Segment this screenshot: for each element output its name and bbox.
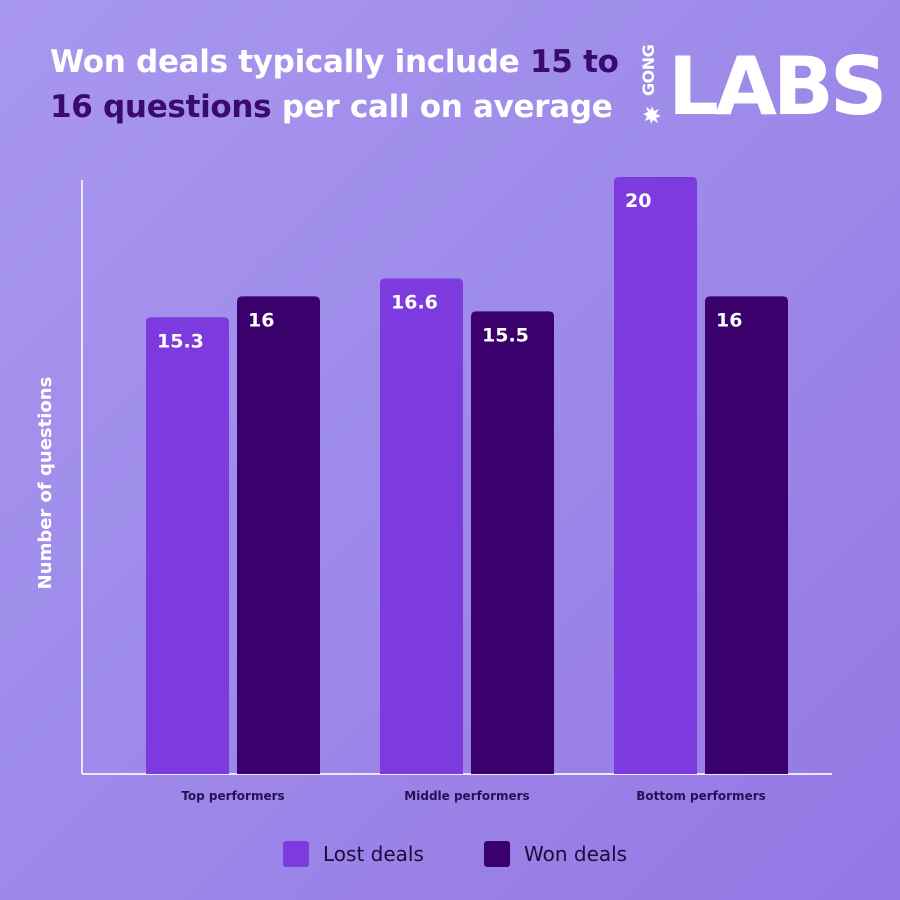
category-label-0: Top performers [181, 789, 284, 803]
gong-labs-logo: GONG LABS [639, 44, 887, 130]
logo-l: L [668, 40, 719, 133]
bars-group: 15.3 16 16.6 15.5 20 16 [146, 177, 788, 774]
data-label-won-2: 16 [716, 309, 742, 331]
burst-icon [643, 106, 661, 124]
legend-label-lost: Lost deals [323, 842, 424, 866]
bar-won-1 [471, 311, 554, 774]
bar-lost-1 [380, 278, 463, 774]
data-label-lost-1: 16.6 [391, 291, 438, 313]
bar-won-0 [237, 296, 320, 774]
title-part-2: per call on average [271, 89, 613, 125]
logo-a: A [714, 40, 777, 133]
legend-item-lost: Lost deals [283, 838, 424, 870]
legend-item-won: Won deals [484, 838, 627, 870]
legend: Lost deals Won deals [0, 838, 900, 870]
legend-swatch-won [484, 841, 510, 867]
bar-lost-2 [614, 177, 697, 774]
category-labels: Top performers Middle performers Bottom pe… [181, 789, 765, 803]
legend-swatch-lost [283, 841, 309, 867]
data-label-lost-0: 15.3 [157, 330, 204, 352]
title-highlight-1: 15 to [530, 44, 619, 80]
y-axis-label: Number of questions [35, 377, 56, 590]
logo-labs-text: LABS [668, 44, 887, 130]
data-label-won-1: 15.5 [482, 324, 529, 346]
bar-lost-0 [146, 317, 229, 774]
title-part-1: Won deals typically include [50, 44, 531, 80]
legend-label-won: Won deals [524, 842, 628, 866]
bar-won-2 [705, 296, 788, 774]
data-label-won-0: 16 [248, 309, 274, 331]
title-highlight-2: 16 questions [50, 89, 272, 125]
category-label-2: Bottom performers [636, 789, 766, 803]
category-label-1: Middle performers [404, 789, 529, 803]
chart-title: Won deals typically include 15 to 16 ques… [50, 40, 630, 130]
logo-bs: BS [772, 40, 888, 133]
data-label-lost-2: 20 [625, 190, 651, 212]
